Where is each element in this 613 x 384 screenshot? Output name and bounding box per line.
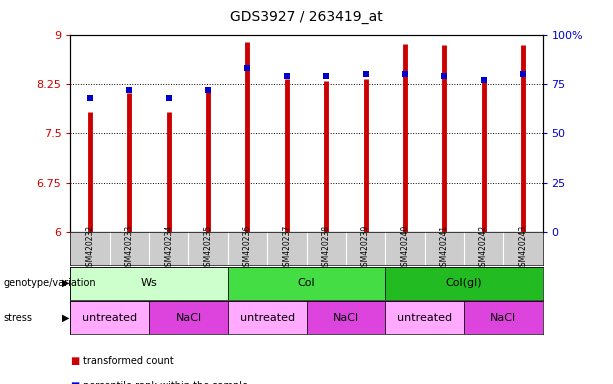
Text: GDS3927 / 263419_at: GDS3927 / 263419_at [230,10,383,23]
Text: GSM420239: GSM420239 [361,225,370,271]
Text: Col: Col [298,278,315,288]
Text: percentile rank within the sample: percentile rank within the sample [83,381,248,384]
Text: GSM420235: GSM420235 [204,225,213,271]
Text: GSM420242: GSM420242 [479,225,488,271]
Text: GSM420241: GSM420241 [440,225,449,271]
Text: transformed count: transformed count [83,356,173,366]
Text: ■: ■ [70,381,80,384]
Text: ▶: ▶ [63,278,70,288]
Text: Ws: Ws [141,278,158,288]
Bar [149,301,228,334]
Text: untreated: untreated [397,313,452,323]
Text: NaCl: NaCl [490,313,516,323]
Text: ■: ■ [70,356,80,366]
Text: GSM420237: GSM420237 [283,225,291,271]
Bar [228,267,385,300]
Bar [464,301,543,334]
Bar [70,267,228,300]
Text: NaCl: NaCl [175,313,202,323]
Text: GSM420238: GSM420238 [322,225,330,271]
Bar [228,301,306,334]
Text: GSM420234: GSM420234 [164,225,173,271]
Text: NaCl: NaCl [333,313,359,323]
Bar [70,301,149,334]
Text: ▶: ▶ [63,313,70,323]
Bar [385,301,464,334]
Text: untreated: untreated [240,313,295,323]
Bar [306,301,385,334]
Text: GSM420233: GSM420233 [125,225,134,271]
Text: stress: stress [3,313,32,323]
Text: GSM420232: GSM420232 [86,225,94,271]
Text: GSM420236: GSM420236 [243,225,252,271]
Text: Col(gl): Col(gl) [446,278,482,288]
Text: untreated: untreated [82,313,137,323]
Bar [385,267,543,300]
Text: GSM420240: GSM420240 [400,225,409,271]
Text: GSM420243: GSM420243 [519,225,527,271]
Text: genotype/variation: genotype/variation [3,278,96,288]
